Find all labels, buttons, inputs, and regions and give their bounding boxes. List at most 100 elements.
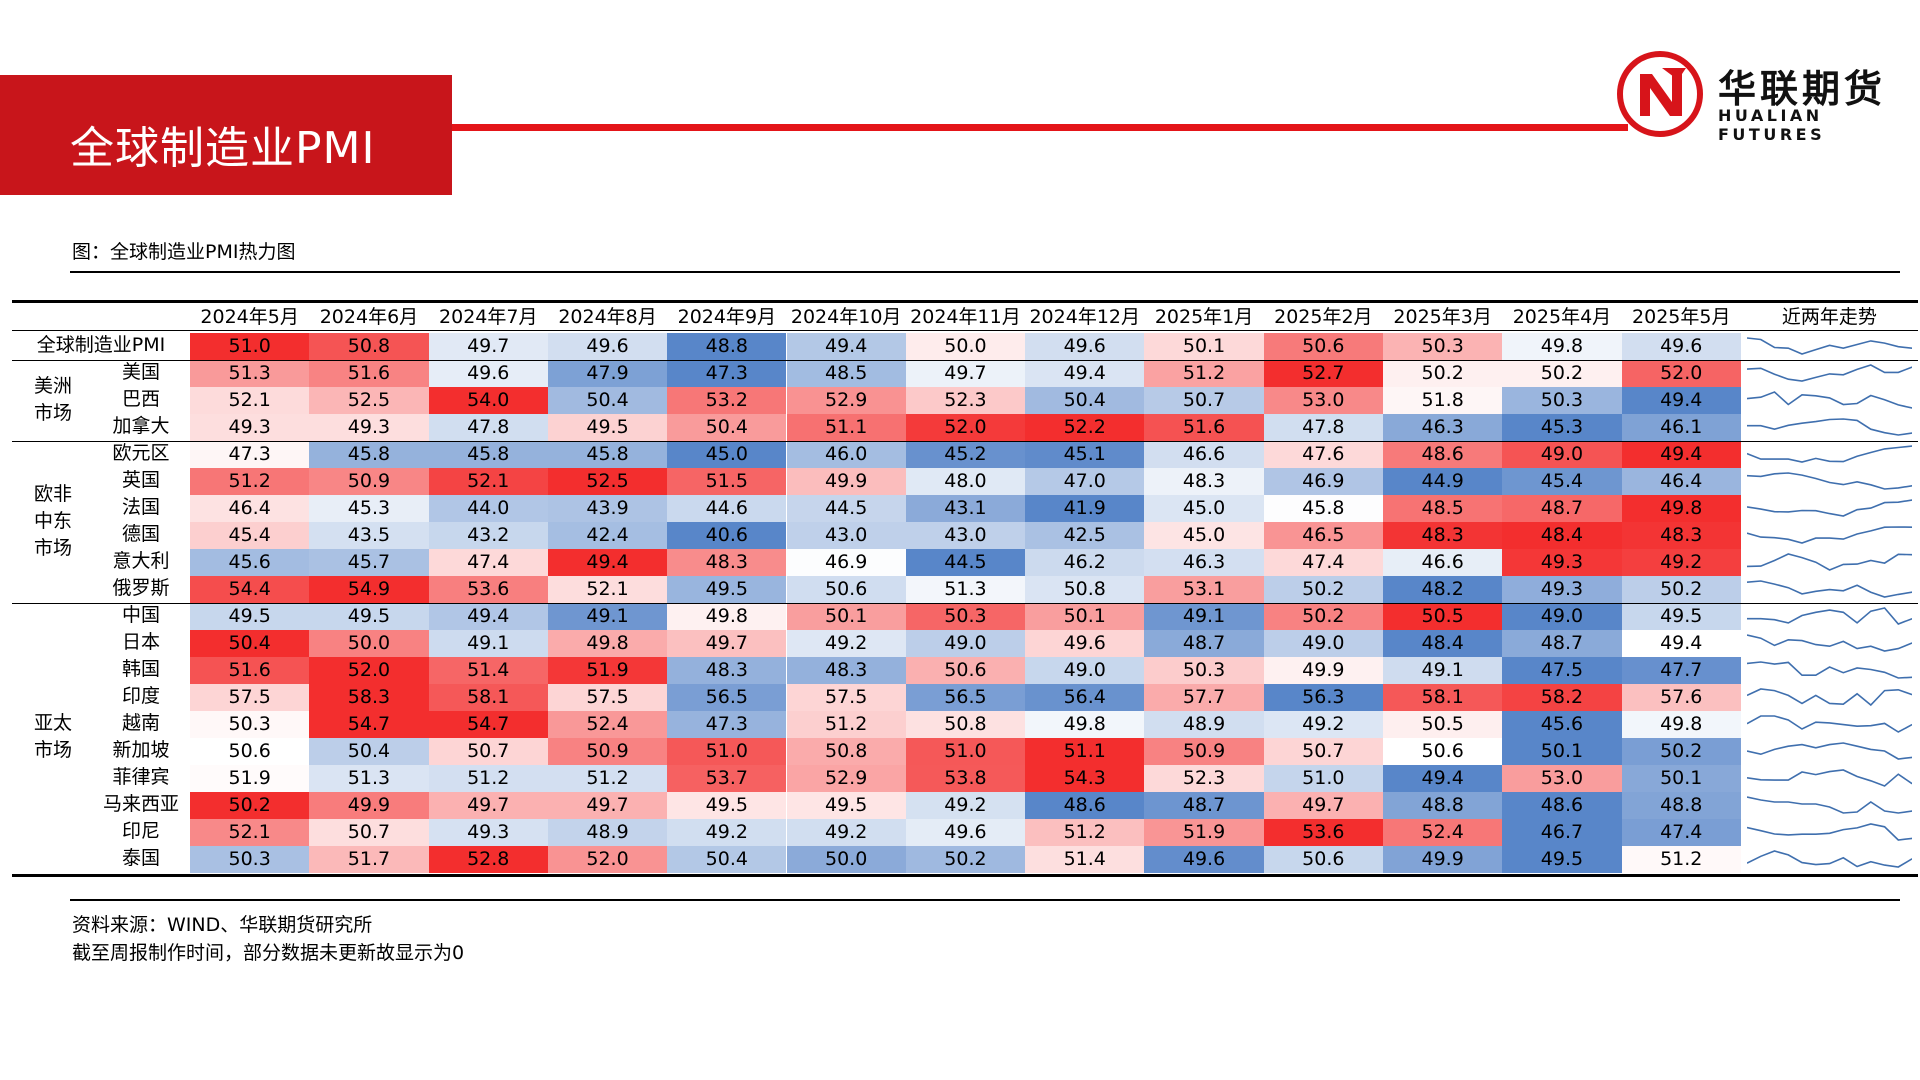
heatmap-cell: 48.5 [1383,495,1503,522]
sparkline-path [1746,607,1912,625]
heatmap-cell: 49.3 [190,414,310,441]
heatmap-cell: 49.1 [428,630,548,657]
heatmap-cell: 51.8 [1383,387,1503,414]
header-bottom-border [12,330,1918,331]
heatmap-cell: 48.9 [547,819,668,846]
trend-header: 近两年走势 [1781,306,1877,328]
heatmap-cell: 47.9 [547,360,668,387]
heatmap-cell: 48.7 [1144,630,1264,657]
heatmap-cell: 49.9 [309,792,429,819]
group-label-line: 中东 [33,509,72,532]
heatmap-cell: 51.0 [190,333,310,360]
heatmap-cell: 49.3 [428,819,548,846]
heatmap-cell: 43.0 [786,522,906,549]
heatmap-cell: 49.6 [547,333,668,360]
heatmap-cell: 51.6 [190,657,310,684]
heatmap-cell: 46.9 [1263,468,1383,495]
heatmap-cell: 49.2 [1621,549,1741,576]
heatmap-cell: 50.3 [1383,333,1503,360]
heatmap-cell: 52.9 [786,765,906,792]
heatmap-cell: 50.1 [1025,603,1145,630]
heatmap-cell: 48.7 [1502,630,1622,657]
heatmap-cell: 45.8 [1263,495,1383,522]
heatmap-cell: 47.4 [1263,549,1383,576]
heatmap-cell: 52.9 [786,387,906,414]
heatmap-cell: 43.9 [547,495,668,522]
heatmap-cell: 49.5 [547,414,668,441]
trend-sparkline [1746,445,1912,463]
group-label-line: 市场 [33,401,72,424]
heatmap-cell: 51.9 [547,657,668,684]
heatmap-cell: 54.3 [1025,765,1145,792]
heatmap-cell: 49.3 [309,414,429,441]
trend-sparkline [1746,418,1912,436]
heatmap-cell: 57.6 [1621,684,1741,711]
heatmap-cell: 49.6 [1621,333,1741,360]
heatmap-cell: 50.4 [190,630,310,657]
heatmap-cell: 42.5 [1025,522,1145,549]
heatmap-cell: 53.0 [1263,387,1383,414]
heatmap-cell: 45.8 [309,441,429,468]
heatmap-cell: 44.6 [667,495,787,522]
heatmap-cell: 49.9 [786,468,906,495]
heatmap-cell: 51.0 [1263,765,1383,792]
heatmap-cell: 49.6 [428,360,548,387]
heatmap-cell: 49.7 [1263,792,1383,819]
figure-caption: 图：全球制造业PMI热力图 [72,241,296,263]
heatmap-cell: 48.7 [1502,495,1622,522]
heatmap-cell: 51.1 [786,414,906,441]
sparkline-path [1746,553,1912,571]
heatmap-cell: 52.4 [1383,819,1503,846]
column-header: 2025年3月 [1393,306,1492,328]
row-label: 韩国 [121,658,160,680]
trend-sparkline [1746,742,1912,760]
trend-sparkline [1746,850,1912,868]
heatmap-cell: 51.5 [667,468,787,495]
heatmap-cell: 49.4 [1621,630,1741,657]
heatmap-cell: 49.4 [786,333,906,360]
heatmap-cell: 53.6 [1263,819,1383,846]
title-banner [0,75,452,195]
heatmap-cell: 49.8 [1025,711,1145,738]
heatmap-cell: 43.5 [309,522,429,549]
page-title: 全球制造业PMI [70,123,376,174]
source-rule [70,899,1900,901]
heatmap-cell: 44.5 [905,549,1026,576]
heatmap-cell: 52.5 [309,387,429,414]
heatmap-cell: 47.0 [1025,468,1145,495]
heatmap-cell: 48.3 [1621,522,1741,549]
group-divider [12,603,1918,604]
heatmap-cell: 54.9 [309,576,429,603]
heatmap-cell: 49.0 [1263,630,1383,657]
source-footnote: 截至周报制作时间，部分数据未更新故显示为0 [72,942,465,964]
heatmap-cell: 49.5 [190,603,310,630]
group-label: 欧非 中东 市场 [14,481,92,562]
heatmap-cell: 50.4 [667,414,787,441]
heatmap-cell: 45.8 [547,441,668,468]
trend-sparkline [1746,823,1912,841]
heatmap-cell: 54.7 [309,711,429,738]
heatmap-cell: 57.5 [190,684,310,711]
heatmap-cell: 49.4 [1025,360,1145,387]
group-label: 美洲 市场 [14,373,92,427]
column-header: 2025年5月 [1632,306,1731,328]
heatmap-cell: 50.1 [1502,738,1622,765]
heatmap-cell: 50.2 [190,792,310,819]
heatmap-cell: 53.8 [905,765,1026,792]
heatmap-cell: 48.4 [1383,630,1503,657]
heatmap-cell: 50.4 [1025,387,1145,414]
heatmap-cell: 44.9 [1383,468,1503,495]
heatmap-cell: 49.6 [1025,333,1145,360]
heatmap-cell: 44.0 [428,495,548,522]
trend-sparkline [1746,499,1912,517]
heatmap-cell: 50.2 [1621,738,1741,765]
heatmap-cell: 50.0 [309,630,429,657]
heatmap-cell: 52.3 [905,387,1026,414]
heatmap-cell: 49.0 [1502,603,1622,630]
heatmap-cell: 51.3 [905,576,1026,603]
heatmap-cell: 54.7 [428,711,548,738]
sparkline-path [1746,688,1912,707]
row-label: 泰国 [121,847,160,869]
heatmap-cell: 51.3 [309,765,429,792]
heatmap-cell: 46.2 [1025,549,1145,576]
